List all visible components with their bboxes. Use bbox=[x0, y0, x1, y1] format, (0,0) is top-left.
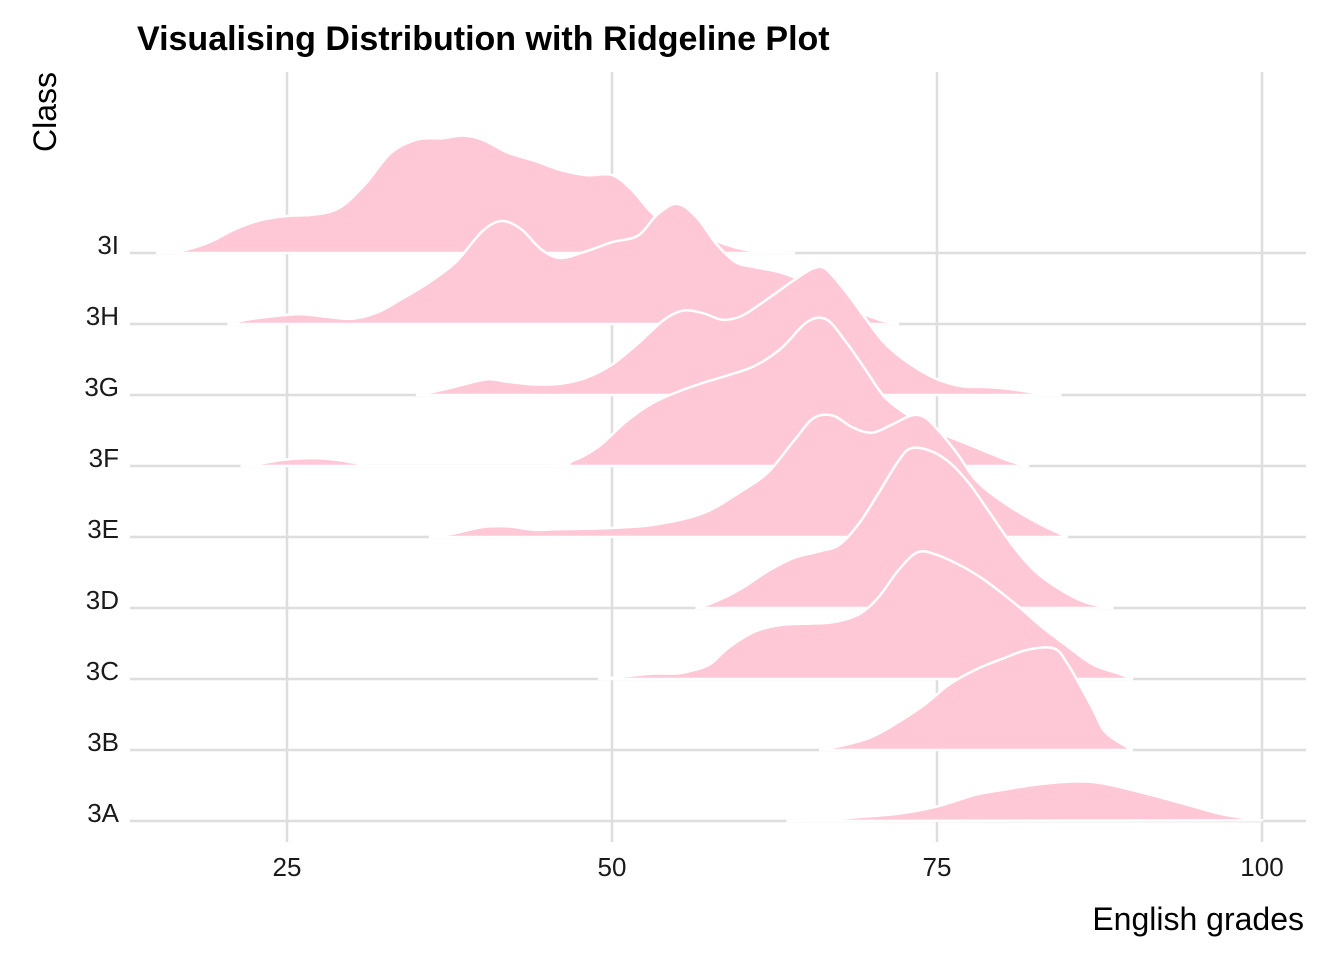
y-tick-labels: 3A 3B 3C 3D 3E 3F 3G 3H 3I bbox=[84, 230, 119, 828]
ridge-3g bbox=[415, 265, 1062, 397]
ridge-3a bbox=[786, 780, 1264, 823]
ridge-series bbox=[155, 134, 1264, 823]
chart-title: Visualising Distribution with Ridgeline … bbox=[137, 20, 830, 58]
y-tick-label: 3F bbox=[89, 443, 119, 473]
y-tick-label: 3A bbox=[87, 798, 119, 828]
y-tick-label: 3C bbox=[86, 656, 119, 686]
x-tick-label: 75 bbox=[923, 852, 952, 882]
y-tick-label: 3I bbox=[97, 230, 119, 260]
x-tick-label: 100 bbox=[1240, 852, 1283, 882]
x-tick-labels: 25 50 75 100 bbox=[273, 852, 1284, 882]
y-tick-label: 3H bbox=[86, 301, 119, 331]
ridge-3d bbox=[695, 446, 1114, 610]
y-tick-label: 3G bbox=[84, 372, 119, 402]
x-axis-title: English grades bbox=[1092, 901, 1304, 937]
ridge-3b bbox=[818, 646, 1134, 752]
y-tick-label: 3E bbox=[87, 514, 119, 544]
x-tick-label: 25 bbox=[273, 852, 302, 882]
y-tick-label: 3D bbox=[86, 585, 119, 615]
x-tick-label: 50 bbox=[598, 852, 627, 882]
y-axis-title: Class bbox=[27, 72, 63, 152]
ridge-3h bbox=[227, 202, 900, 326]
y-tick-label: 3B bbox=[87, 727, 119, 757]
ridge-3c bbox=[597, 549, 1134, 681]
